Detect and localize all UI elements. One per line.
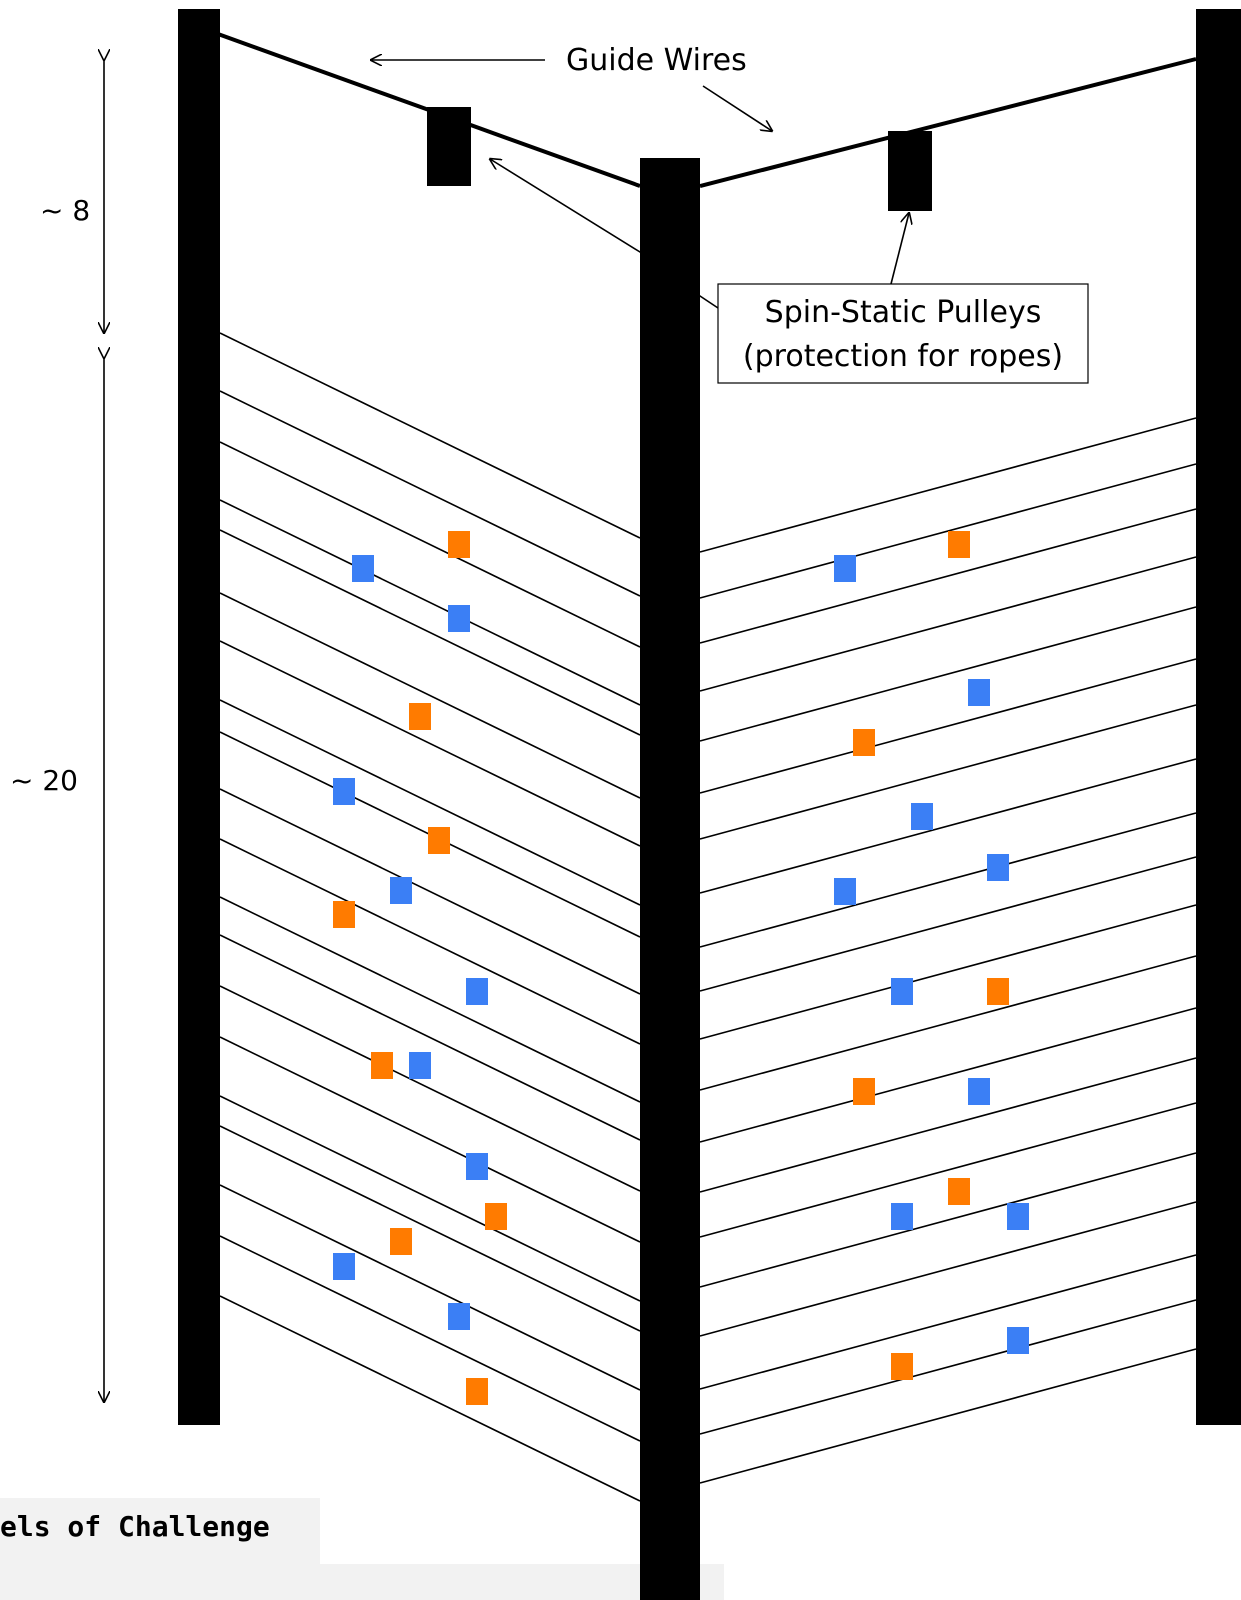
rope-line bbox=[699, 1057, 1197, 1193]
rope-line bbox=[699, 658, 1197, 794]
rope-line bbox=[699, 704, 1197, 840]
rope-line bbox=[219, 1235, 641, 1442]
rope-line bbox=[699, 1201, 1197, 1337]
caption-background bbox=[0, 1498, 320, 1564]
hold-blue bbox=[390, 877, 412, 904]
rope-line bbox=[699, 758, 1197, 894]
hold-blue bbox=[448, 1303, 470, 1330]
guide-wires-label: Guide Wires bbox=[566, 43, 747, 78]
hold-blue bbox=[333, 1253, 355, 1280]
hold-orange bbox=[409, 703, 431, 730]
caption-text: els of Challenge bbox=[0, 1510, 270, 1543]
rope-line bbox=[219, 529, 641, 736]
hold-blue bbox=[968, 679, 990, 706]
hold-orange bbox=[333, 901, 355, 928]
guide-wire-right bbox=[699, 57, 1197, 188]
rope-line bbox=[219, 1095, 641, 1302]
hold-orange bbox=[371, 1052, 393, 1079]
rope-line bbox=[219, 499, 641, 706]
pulleys-label-box bbox=[717, 283, 1089, 384]
guide-wires-arrow-right bbox=[702, 85, 772, 131]
hold-blue bbox=[466, 1153, 488, 1180]
hold-blue bbox=[1007, 1327, 1029, 1354]
pulley-left bbox=[427, 107, 471, 186]
rope-line bbox=[219, 896, 641, 1103]
rope-line bbox=[699, 417, 1197, 553]
dimension-label-main: ~ 20 bbox=[10, 764, 78, 797]
hold-blue bbox=[891, 978, 913, 1005]
rope-line bbox=[219, 699, 641, 906]
hold-orange bbox=[948, 1178, 970, 1205]
rope-line bbox=[699, 856, 1197, 992]
hold-blue bbox=[409, 1052, 431, 1079]
rope-line bbox=[219, 1184, 641, 1391]
rope-line bbox=[699, 1007, 1197, 1143]
hold-blue bbox=[834, 878, 856, 905]
rope-line bbox=[699, 606, 1197, 742]
hold-blue bbox=[911, 803, 933, 830]
hold-orange bbox=[987, 978, 1009, 1005]
hold-orange bbox=[853, 729, 875, 756]
pulleys-label-line2: (protection for ropes) bbox=[743, 339, 1063, 374]
hold-orange bbox=[485, 1203, 507, 1230]
rope-line bbox=[699, 1299, 1197, 1435]
hold-blue bbox=[834, 555, 856, 582]
hold-blue bbox=[448, 605, 470, 632]
hold-orange bbox=[948, 531, 970, 558]
pulley-arrow-right bbox=[890, 213, 909, 285]
pulley-arrow-left bbox=[490, 159, 719, 309]
rope-line bbox=[699, 1102, 1197, 1238]
post-center bbox=[640, 158, 700, 1600]
rope-line bbox=[219, 1295, 641, 1502]
pulley-right bbox=[888, 131, 932, 211]
hold-blue bbox=[891, 1203, 913, 1230]
rope-line bbox=[219, 1125, 641, 1332]
caption-background-lower bbox=[0, 1564, 724, 1600]
hold-orange bbox=[390, 1228, 412, 1255]
hold-orange bbox=[891, 1353, 913, 1380]
rope-line bbox=[219, 838, 641, 1045]
hold-blue bbox=[352, 555, 374, 582]
rope-line bbox=[699, 1254, 1197, 1390]
rope-line bbox=[219, 640, 641, 847]
hold-orange bbox=[428, 827, 450, 854]
rope-line bbox=[699, 812, 1197, 948]
hold-orange bbox=[448, 531, 470, 558]
hold-orange bbox=[466, 1378, 488, 1405]
rope-line bbox=[219, 985, 641, 1192]
hold-blue bbox=[1007, 1203, 1029, 1230]
left-wall-ropes bbox=[219, 332, 641, 1502]
hold-blue bbox=[968, 1078, 990, 1105]
rope-line bbox=[219, 1036, 641, 1243]
hold-blue bbox=[466, 978, 488, 1005]
rope-line bbox=[699, 1152, 1197, 1288]
rope-line bbox=[699, 1348, 1197, 1484]
climbing-holds bbox=[333, 531, 1029, 1405]
dimension-label-top: ~ 8 bbox=[40, 194, 90, 227]
rope-line bbox=[219, 788, 641, 995]
post-left bbox=[178, 9, 220, 1425]
rope-line bbox=[699, 904, 1197, 1040]
rope-line bbox=[219, 934, 641, 1141]
post-right bbox=[1196, 9, 1241, 1425]
rope-line bbox=[699, 556, 1197, 692]
pulleys-label-line1: Spin-Static Pulleys bbox=[765, 295, 1042, 330]
rope-line bbox=[219, 592, 641, 799]
right-wall-ropes bbox=[699, 417, 1197, 1484]
rope-line bbox=[219, 332, 641, 539]
rope-line bbox=[699, 955, 1197, 1091]
hold-blue bbox=[987, 854, 1009, 881]
rope-line bbox=[219, 390, 641, 597]
rope-line bbox=[699, 508, 1197, 644]
hold-blue bbox=[333, 778, 355, 805]
hold-orange bbox=[853, 1078, 875, 1105]
rope-line bbox=[219, 441, 641, 648]
